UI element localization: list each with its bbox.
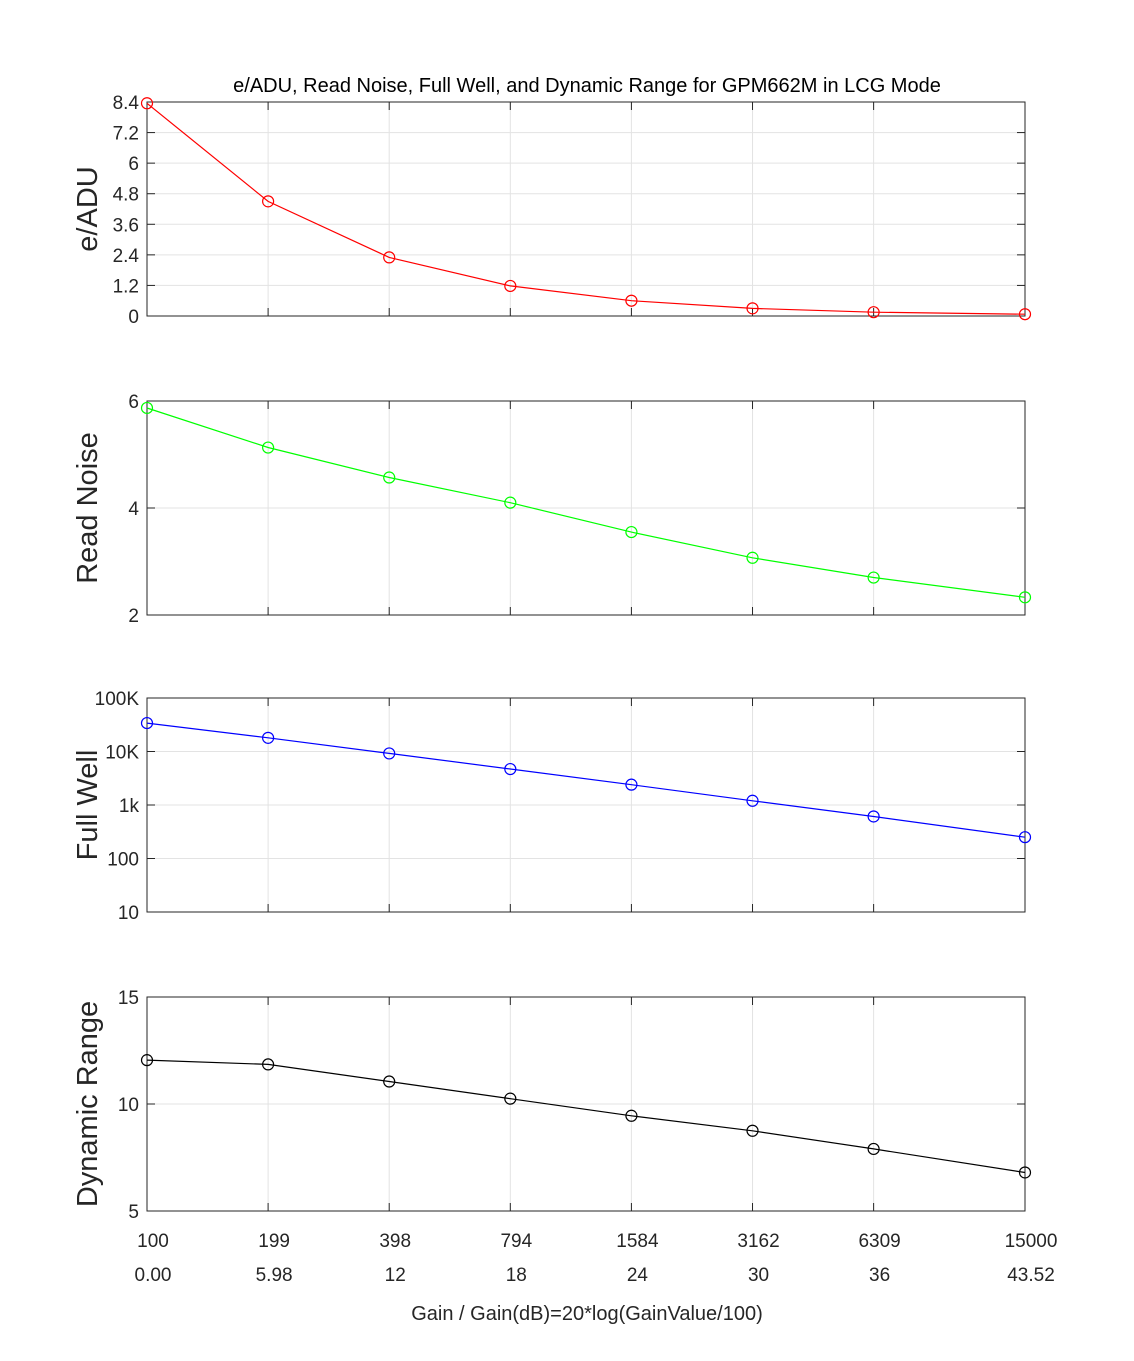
data-point: [262, 195, 275, 208]
data-point: [383, 1075, 396, 1088]
y-axis-title: Full Well: [72, 750, 104, 861]
data-point: [262, 731, 275, 744]
y-tick-label: 15: [118, 988, 139, 1009]
data-point: [140, 401, 154, 415]
data-point: [383, 471, 396, 484]
x-tick-label-gain: 15000: [1005, 1231, 1058, 1252]
y-tick-label: 1.2: [113, 276, 139, 297]
axes-frame: [146, 697, 1026, 913]
data-point: [504, 279, 517, 293]
y-tick-label: 5: [128, 1202, 139, 1223]
data-point: [625, 294, 638, 307]
x-tick-label-db: 5.98: [256, 1265, 293, 1286]
plot-area: [147, 102, 1025, 316]
x-tick-label-db: 0.00: [135, 1265, 172, 1286]
data-point: [746, 551, 759, 564]
y-tick-label: 10: [118, 903, 139, 924]
data-point: [746, 794, 759, 807]
series-line: [146, 1059, 1026, 1174]
panel-2: 2 4 6 Read Noise: [72, 392, 1032, 627]
panel-4: 5 10 15 Dynamic Range: [72, 988, 1032, 1223]
data-point: [867, 306, 880, 319]
data-point: [140, 716, 154, 730]
y-tick-label: 0: [128, 307, 139, 328]
data-point: [625, 525, 638, 539]
x-tick-label-gain: 794: [500, 1231, 532, 1252]
data-point: [504, 762, 517, 776]
data-point: [262, 1058, 275, 1071]
y-axis-title: Dynamic Range: [72, 1001, 104, 1207]
axes-frame: [146, 400, 1026, 616]
data-point: [867, 571, 880, 584]
x-tick-label-db: 36: [869, 1265, 890, 1286]
y-tick-label: 6: [128, 392, 139, 413]
chart-title: e/ADU, Read Noise, Full Well, and Dynami…: [233, 75, 941, 97]
data-point: [867, 1142, 880, 1156]
x-tick-label-gain: 3162: [737, 1231, 779, 1252]
y-tick-label: 8.4: [113, 93, 140, 114]
x-axis-labels: 100 0.00 199 5.98 398 12 794 18 1584 24 3162 30 6309…: [135, 1231, 1058, 1286]
y-tick-label: 10K: [105, 743, 139, 764]
x-tick-label-gain: 6309: [858, 1231, 900, 1252]
y-tick-label: 7.2: [113, 124, 139, 145]
data-point: [1018, 591, 1032, 604]
data-point: [746, 302, 759, 315]
y-tick-label: 2: [128, 606, 139, 627]
x-tick-label-gain: 398: [379, 1231, 411, 1252]
y-tick-label: 1k: [119, 796, 140, 817]
data-point: [1018, 831, 1032, 844]
series-line: [146, 722, 1026, 838]
data-point: [140, 97, 154, 110]
y-tick-label: 4.8: [113, 185, 139, 206]
data-point: [504, 496, 517, 509]
y-axis-title: Read Noise: [72, 432, 104, 584]
y-tick-label: 3.6: [113, 215, 139, 236]
y-tick-label: 100K: [95, 689, 140, 710]
panel-1: 0 1.2 2.4 3.6 4.8 6 7.2 8.4 e/ADU: [72, 93, 1032, 328]
x-axis-title: Gain / Gain(dB)=20*log(GainValue/100): [411, 1303, 763, 1325]
data-point: [262, 441, 275, 454]
x-tick-label-gain: 199: [258, 1231, 290, 1252]
x-tick-label-db: 12: [385, 1265, 406, 1286]
y-axis-title: e/ADU: [72, 166, 104, 251]
x-tick-label-db: 18: [506, 1265, 527, 1286]
data-point: [140, 1054, 154, 1067]
y-tick-label: 6: [128, 154, 139, 175]
data-point: [867, 810, 880, 823]
y-tick-label: 100: [107, 850, 139, 871]
y-tick-label: 4: [128, 499, 139, 520]
data-point: [383, 251, 396, 264]
data-point: [625, 778, 638, 791]
axes-frame: [146, 996, 1026, 1212]
axes-frame: [146, 101, 1026, 317]
panel-3: 10 100 1k 10K 100K Full Well: [72, 689, 1032, 924]
y-tick-label: 2.4: [113, 246, 140, 267]
x-tick-label-db: 30: [748, 1265, 769, 1286]
x-tick-label-gain: 1584: [616, 1231, 659, 1252]
x-tick-label-db: 24: [627, 1265, 649, 1286]
data-point: [383, 747, 396, 760]
y-tick-label: 10: [118, 1095, 139, 1116]
panels: 0 1.2 2.4 3.6 4.8 6 7.2 8.4 e/ADU 2 4 6 Read Noise 10…: [72, 93, 1032, 1223]
x-tick-label-db: 43.52: [1007, 1265, 1055, 1286]
series-line: [146, 102, 1026, 315]
data-point: [625, 1109, 638, 1122]
data-point: [1018, 308, 1032, 321]
series-line: [146, 407, 1026, 598]
data-point: [1018, 1166, 1032, 1179]
x-tick-label-gain: 100: [137, 1231, 169, 1252]
data-point: [746, 1124, 759, 1137]
data-point: [504, 1092, 517, 1105]
